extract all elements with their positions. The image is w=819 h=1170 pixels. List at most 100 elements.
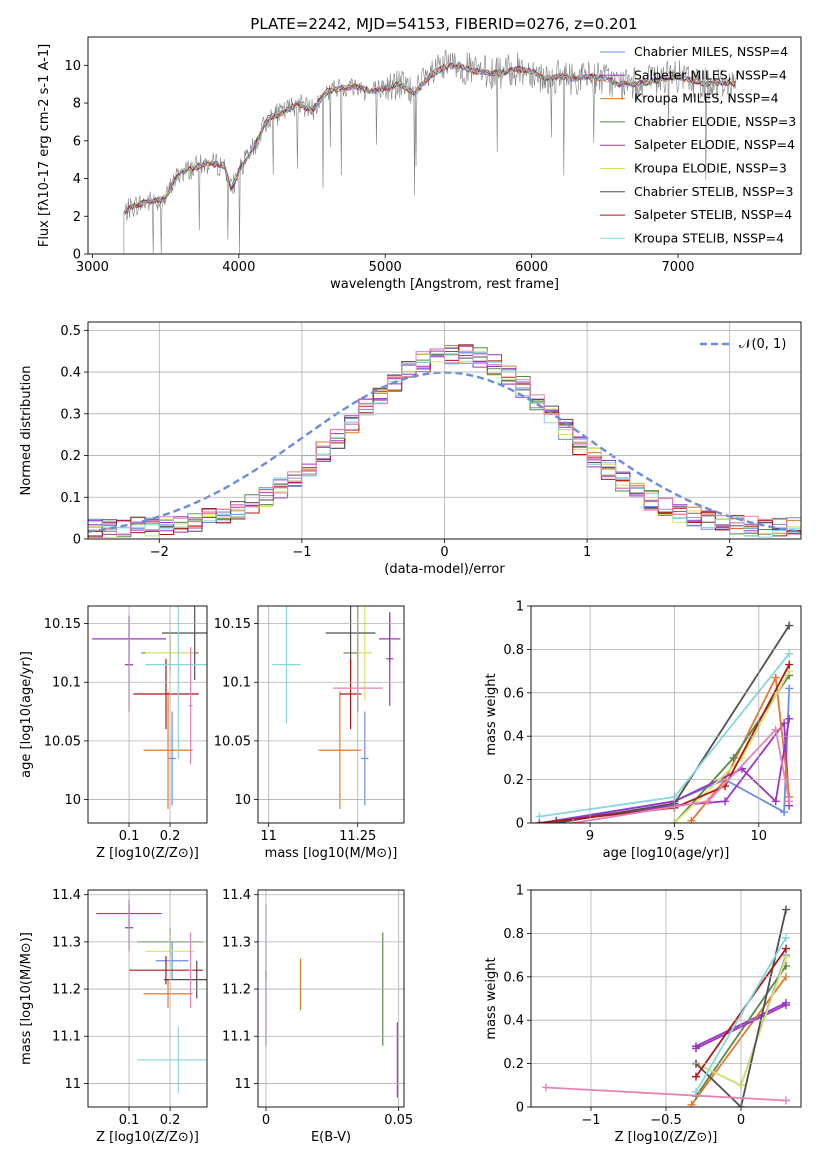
x-axis-label: Z [log10(Z/Z⊙)] — [615, 1130, 718, 1145]
plot-area — [258, 890, 404, 1107]
x-tick-label: 0 — [440, 545, 448, 560]
axes-frame — [257, 605, 405, 824]
plot-area — [88, 606, 207, 823]
y-tick-label: 0.6 — [503, 970, 524, 985]
x-tick-label: 0.2 — [160, 1113, 181, 1128]
x-axis-label: Z [log10(Z/Z⊙)] — [96, 846, 199, 861]
x-tick-label: 4000 — [222, 260, 255, 275]
legend-entry: 𝒩(0, 1) — [739, 337, 786, 352]
panel-massweight_vs_age: 9 9.5 10 0 0.2 0.4 0.6 0.8 1 age [log10(age/yr)] m… — [484, 600, 802, 861]
x-tick-label: 2 — [726, 545, 734, 560]
y-tick-label: 0.1 — [60, 491, 81, 506]
data-point-marker — [785, 621, 794, 630]
legend: Chabrier MILES, NSSP=4 Salpeter MILES, NS… — [600, 44, 796, 245]
y-tick-label: 0.8 — [503, 643, 524, 658]
data-point-marker — [721, 797, 730, 806]
data-point-marker — [535, 812, 544, 821]
x-tick-label: 0 — [262, 1113, 270, 1128]
plot-area — [531, 606, 801, 823]
y-tick-label: 0.5 — [60, 324, 81, 339]
x-tick-label: 11 — [260, 829, 277, 844]
x-tick-label: 0 — [737, 1113, 745, 1128]
y-tick-label: 11.4 — [222, 888, 251, 903]
legend-entry: Chabrier STELIB, NSSP=3 — [634, 184, 794, 199]
legend-entry: Salpeter MILES, NSSP=4 — [634, 67, 787, 82]
data-point-marker — [785, 797, 794, 806]
y-tick-label: 0.2 — [503, 1057, 524, 1072]
y-tick-label: 0 — [73, 533, 81, 548]
legend-entry: Kroupa ELODIE, NSSP=3 — [634, 161, 787, 176]
data-point-marker — [782, 905, 790, 914]
y-tick-label: 4 — [73, 172, 81, 187]
data-point-marker — [785, 660, 794, 669]
data-point-marker — [771, 725, 780, 734]
y-tick-label: 0.2 — [60, 449, 81, 464]
y-tick-label: 11.3 — [52, 935, 81, 950]
data-point-marker — [542, 1083, 550, 1092]
x-tick-label: −1 — [581, 1113, 600, 1128]
legend-entry: Kroupa MILES, NSSP=4 — [634, 91, 779, 106]
x-tick-label: 9 — [586, 829, 594, 844]
y-tick-label: 0.8 — [503, 927, 524, 942]
panel-mass_vs_EBV: 0 0.05 11 11.1 11.2 11.3 11.4 E(B-V) — [222, 888, 413, 1145]
series-line — [573, 727, 791, 823]
x-axis-label: Z [log10(Z/Z⊙)] — [96, 1130, 199, 1145]
y-tick-label: 1 — [516, 600, 524, 615]
y-tick-label: 11.1 — [52, 1030, 81, 1045]
y-axis-label: mass weight — [484, 673, 499, 755]
data-point-marker — [782, 1001, 790, 1010]
x-tick-label: −0.5 — [650, 1113, 682, 1128]
panel-age_vs_mass: 11 11.25 10 10.05 10.1 10.15 mass [log10(M/M⊙)… — [214, 605, 405, 861]
data-point-marker — [782, 933, 790, 942]
data-point-marker — [780, 808, 789, 817]
x-tick-label: 1 — [583, 545, 591, 560]
data-point-marker — [687, 1100, 696, 1107]
y-tick-label: 11 — [234, 1077, 251, 1092]
plot-content — [123, 49, 737, 254]
data-point-marker — [692, 1087, 700, 1096]
data-point-marker — [782, 1096, 790, 1105]
x-axis-label: (data-model)/error — [384, 562, 505, 577]
x-axis-label: E(B-V) — [311, 1130, 351, 1145]
plot-content — [272, 606, 401, 809]
x-tick-label: 0.2 — [160, 829, 181, 844]
x-tick-label: 0.1 — [119, 1113, 140, 1128]
axes-frame — [87, 36, 802, 255]
data-point-marker — [569, 819, 578, 823]
x-tick-label: 0.05 — [384, 1113, 413, 1128]
y-tick-label: 0 — [73, 248, 81, 263]
spectrum-model-line — [123, 62, 736, 215]
axes-frame — [87, 889, 208, 1108]
x-tick-label: 11.25 — [339, 829, 376, 844]
data-point-marker — [771, 797, 780, 806]
x-tick-label: 0.1 — [119, 829, 140, 844]
legend-entry: Kroupa STELIB, NSSP=4 — [634, 230, 784, 245]
x-axis-label: wavelength [Angstrom, rest frame] — [330, 277, 559, 292]
x-tick-label: 5000 — [369, 260, 402, 275]
legend-entry: Chabrier MILES, NSSP=4 — [634, 44, 788, 59]
y-tick-label: 10 — [64, 793, 81, 808]
x-tick-label: 7000 — [661, 260, 694, 275]
data-point-marker — [782, 953, 790, 962]
series-line — [695, 909, 787, 1107]
y-tick-label: 10.05 — [44, 734, 81, 749]
data-point-marker — [692, 1072, 700, 1081]
y-tick-label: 11.1 — [222, 1030, 251, 1045]
axes-frame — [87, 605, 208, 824]
y-tick-label: 0 — [516, 817, 524, 832]
series-line — [690, 976, 787, 1106]
data-point-marker — [782, 944, 790, 953]
legend-entry: Chabrier ELODIE, NSSP=3 — [634, 114, 796, 129]
data-point-marker — [704, 797, 713, 806]
spectrum-model-line — [123, 62, 736, 215]
x-tick-label: 3000 — [76, 260, 109, 275]
axes-frame — [87, 321, 802, 540]
panel-age_vs_Z: 0.1 0.2 10 10.05 10.1 10.15 Z [log10(Z/Z⊙)] age… — [19, 605, 208, 861]
y-tick-label: 0.4 — [503, 730, 524, 745]
y-axis-label: mass [log10(M/M⊙)] — [19, 932, 34, 1065]
axes-frame — [530, 889, 802, 1108]
y-tick-label: 11.3 — [222, 935, 251, 950]
y-tick-label: 0.6 — [503, 686, 524, 701]
plot-area — [258, 606, 404, 823]
y-tick-label: 10.15 — [44, 617, 81, 632]
